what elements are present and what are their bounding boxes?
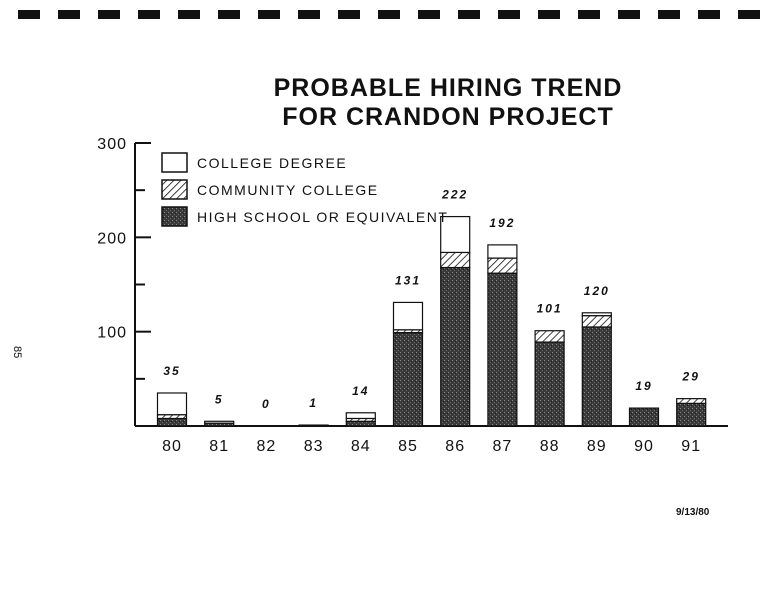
bar-segment <box>487 244 518 259</box>
bar-segment <box>156 417 188 427</box>
bar-segment <box>298 424 329 427</box>
bar-segment <box>204 420 235 424</box>
legend-swatch <box>161 152 188 173</box>
punch-border <box>18 10 760 19</box>
bar-segment <box>534 330 565 343</box>
punch-dash <box>418 10 440 19</box>
y-axis-tick-labels: 100 200 300 <box>97 136 127 342</box>
x-tick-label: 89 <box>587 438 607 455</box>
date-stamp: 9/13/80 <box>676 507 710 518</box>
x-tick-label: 80 <box>162 438 182 455</box>
total-label: 101 <box>537 302 563 316</box>
bar-segment <box>440 251 471 269</box>
bar-segment <box>345 420 376 427</box>
bar-segment <box>676 398 707 404</box>
y-tick-label: 100 <box>97 325 127 342</box>
legend-swatch <box>161 206 188 227</box>
total-label: 222 <box>441 188 468 202</box>
total-label: 131 <box>395 273 421 287</box>
x-tick-label: 81 <box>209 438 229 455</box>
bar-segment <box>487 272 518 427</box>
total-label: 0 <box>262 397 271 411</box>
total-label: 35 <box>163 364 180 378</box>
punch-dash <box>538 10 560 19</box>
x-tick-label: 91 <box>681 438 701 455</box>
bar-segment <box>628 407 660 427</box>
y-tick-label: 300 <box>97 136 127 153</box>
punch-dash <box>98 10 120 19</box>
side-page-number: 85 <box>11 346 23 358</box>
total-label: 5 <box>215 392 224 406</box>
x-tick-label: 87 <box>493 438 513 455</box>
x-tick-label: 84 <box>351 438 371 455</box>
x-axis-tick-labels: 80 81 82 83 84 85 86 87 88 89 90 91 <box>162 438 701 455</box>
bars <box>156 215 707 427</box>
total-label: 14 <box>352 384 369 398</box>
total-labels: 35 5 0 1 14 131 222 192 101 120 19 29 <box>163 188 700 411</box>
bar-segment <box>581 315 612 328</box>
punch-dash <box>658 10 680 19</box>
punch-dash <box>458 10 480 19</box>
punch-dash <box>58 10 80 19</box>
punch-dash <box>698 10 720 19</box>
punch-dash <box>218 10 240 19</box>
bar-segment <box>156 392 188 416</box>
bar-segment <box>534 341 565 427</box>
bar-segment <box>440 266 471 427</box>
bar-segment <box>345 412 376 420</box>
punch-dash <box>498 10 520 19</box>
legend-swatch <box>161 179 188 200</box>
bar-segment <box>392 301 424 331</box>
legend-label: HIGH SCHOOL OR EQUIVALENT <box>197 209 448 225</box>
x-tick-label: 82 <box>257 438 277 455</box>
punch-dash <box>378 10 400 19</box>
legend: COLLEGE DEGREE COMMUNITY COLLEGE HIGH SCHO… <box>161 152 448 227</box>
punch-dash <box>178 10 200 19</box>
punch-dash <box>578 10 600 19</box>
x-tick-label: 83 <box>304 438 324 455</box>
bar-segment <box>581 326 612 427</box>
bar-segment <box>487 257 518 274</box>
x-tick-label: 86 <box>445 438 465 455</box>
legend-label: COLLEGE DEGREE <box>197 155 347 171</box>
total-label: 192 <box>489 216 515 230</box>
total-label: 29 <box>682 370 700 384</box>
punch-dash <box>338 10 360 19</box>
x-tick-label: 88 <box>540 438 560 455</box>
chart-title-line-1: PROBABLE HIRING TREND <box>274 74 623 102</box>
x-tick-label: 90 <box>634 438 654 455</box>
punch-dash <box>18 10 40 19</box>
total-label: 19 <box>635 379 652 393</box>
punch-dash <box>138 10 160 19</box>
chart-title-line-2: FOR CRANDON PROJECT <box>282 103 614 131</box>
punch-dash <box>298 10 320 19</box>
bar-segment <box>392 332 424 427</box>
bar-segment <box>440 215 471 254</box>
y-tick-label: 200 <box>97 230 127 247</box>
total-label: 1 <box>309 396 318 410</box>
total-label: 120 <box>584 284 610 298</box>
x-tick-label: 85 <box>398 438 418 455</box>
punch-dash <box>258 10 280 19</box>
bar-segment <box>676 402 707 427</box>
punch-dash <box>738 10 760 19</box>
legend-label: COMMUNITY COLLEGE <box>197 182 379 198</box>
punch-dash <box>618 10 640 19</box>
bar-segment <box>581 312 612 317</box>
